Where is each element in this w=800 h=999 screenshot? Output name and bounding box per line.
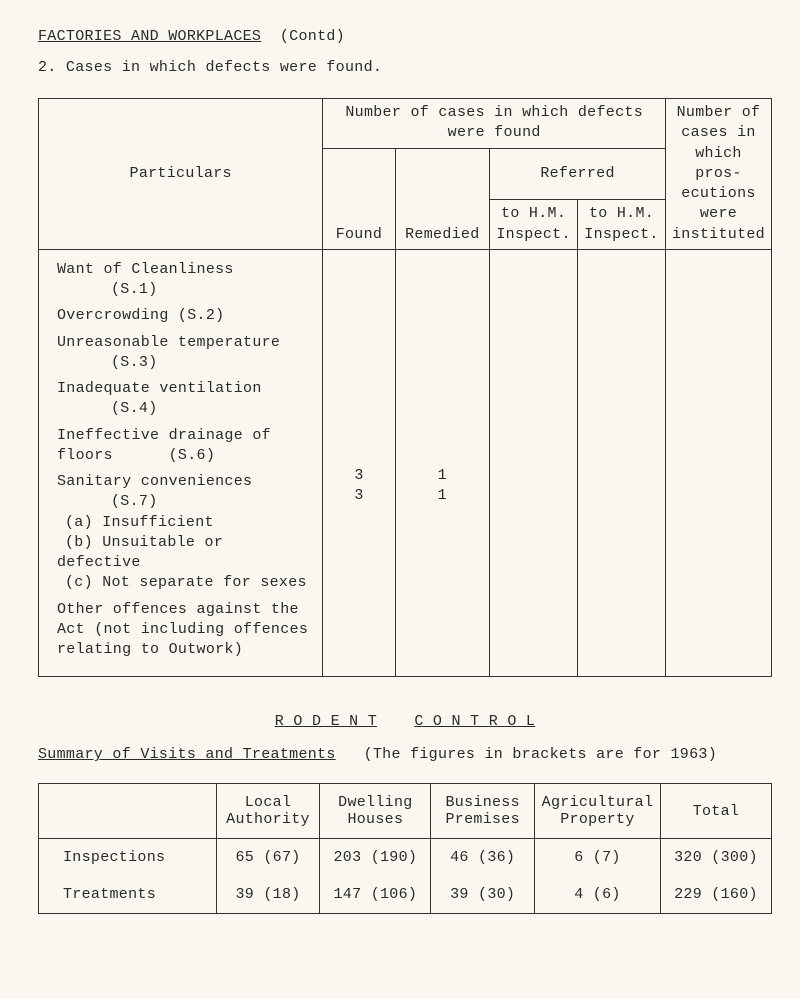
summary-line: Summary of Visits and Treatments (The fi… [38, 746, 772, 763]
th-tohm2: to H.M. Inspect. [578, 200, 666, 250]
row-temperature: Unreasonable temperature (S.3) [51, 333, 310, 374]
th-particulars: Particulars [39, 99, 323, 250]
cell: 4 (6) [535, 876, 661, 914]
col-prosecutions [665, 249, 771, 677]
cell: 203 (190) [320, 839, 431, 877]
col-found: 3 3 [323, 249, 395, 677]
th-remedied: Remedied [395, 148, 490, 249]
th-tohm1: to H.M. Inspect. [490, 200, 578, 250]
cell: 39 (30) [431, 876, 535, 914]
row-label-inspections: Inspections [39, 839, 217, 877]
th-local: Local Authority [216, 784, 320, 839]
row-drainage: Ineffective drainage of floors (S.6) [51, 426, 310, 467]
cell: 46 (36) [431, 839, 535, 877]
particulars-body: Want of Cleanliness (S.1) Overcrowding (… [39, 249, 323, 677]
row-sanitary: Sanitary conveniences (S.7) (a) Insuffic… [51, 472, 310, 594]
th-dwelling: Dwelling Houses [320, 784, 431, 839]
rodent-control-heading: R O D E N T C O N T R O L [38, 713, 772, 730]
row-want-cleanliness: Want of Cleanliness (S.1) [51, 260, 310, 301]
subtitle: 2. Cases in which defects were found. [38, 59, 772, 76]
th-main: Number of cases in which defects were fo… [323, 99, 666, 149]
table-row: Inspections 65 (67) 203 (190) 46 (36) 6 … [39, 839, 772, 877]
th-blank [39, 784, 217, 839]
item-number: 2. [38, 59, 57, 76]
th-referred: Referred [490, 148, 666, 200]
title-text: FACTORIES AND WORKPLACES [38, 28, 261, 45]
col-referred-2 [578, 249, 666, 677]
row-other-offences: Other offences against the Act (not incl… [51, 600, 310, 661]
th-total: Total [660, 784, 771, 839]
th-business: Business Premises [431, 784, 535, 839]
row-overcrowding: Overcrowding (S.2) [51, 306, 310, 326]
th-prosecutions: Number of cases in which pros- ecutions … [665, 99, 771, 250]
item-text: Cases in which defects were found. [66, 59, 382, 76]
th-agri: Agricultural Property [535, 784, 661, 839]
defects-table: Particulars Number of cases in which def… [38, 98, 772, 677]
cell: 320 (300) [660, 839, 771, 877]
th-found: Found [323, 148, 395, 249]
cell: 65 (67) [216, 839, 320, 877]
col-referred-1 [490, 249, 578, 677]
row-label-treatments: Treatments [39, 876, 217, 914]
col-remedied: 1 1 [395, 249, 490, 677]
cell: 229 (160) [660, 876, 771, 914]
page-title: FACTORIES AND WORKPLACES (Contd) [38, 28, 772, 45]
cell: 6 (7) [535, 839, 661, 877]
row-ventilation: Inadequate ventilation (S.4) [51, 379, 310, 420]
cell: 147 (106) [320, 876, 431, 914]
table-row: Treatments 39 (18) 147 (106) 39 (30) 4 (… [39, 876, 772, 914]
cell: 39 (18) [216, 876, 320, 914]
rodent-table: Local Authority Dwelling Houses Business… [38, 783, 772, 914]
title-contd: (Contd) [280, 28, 345, 45]
